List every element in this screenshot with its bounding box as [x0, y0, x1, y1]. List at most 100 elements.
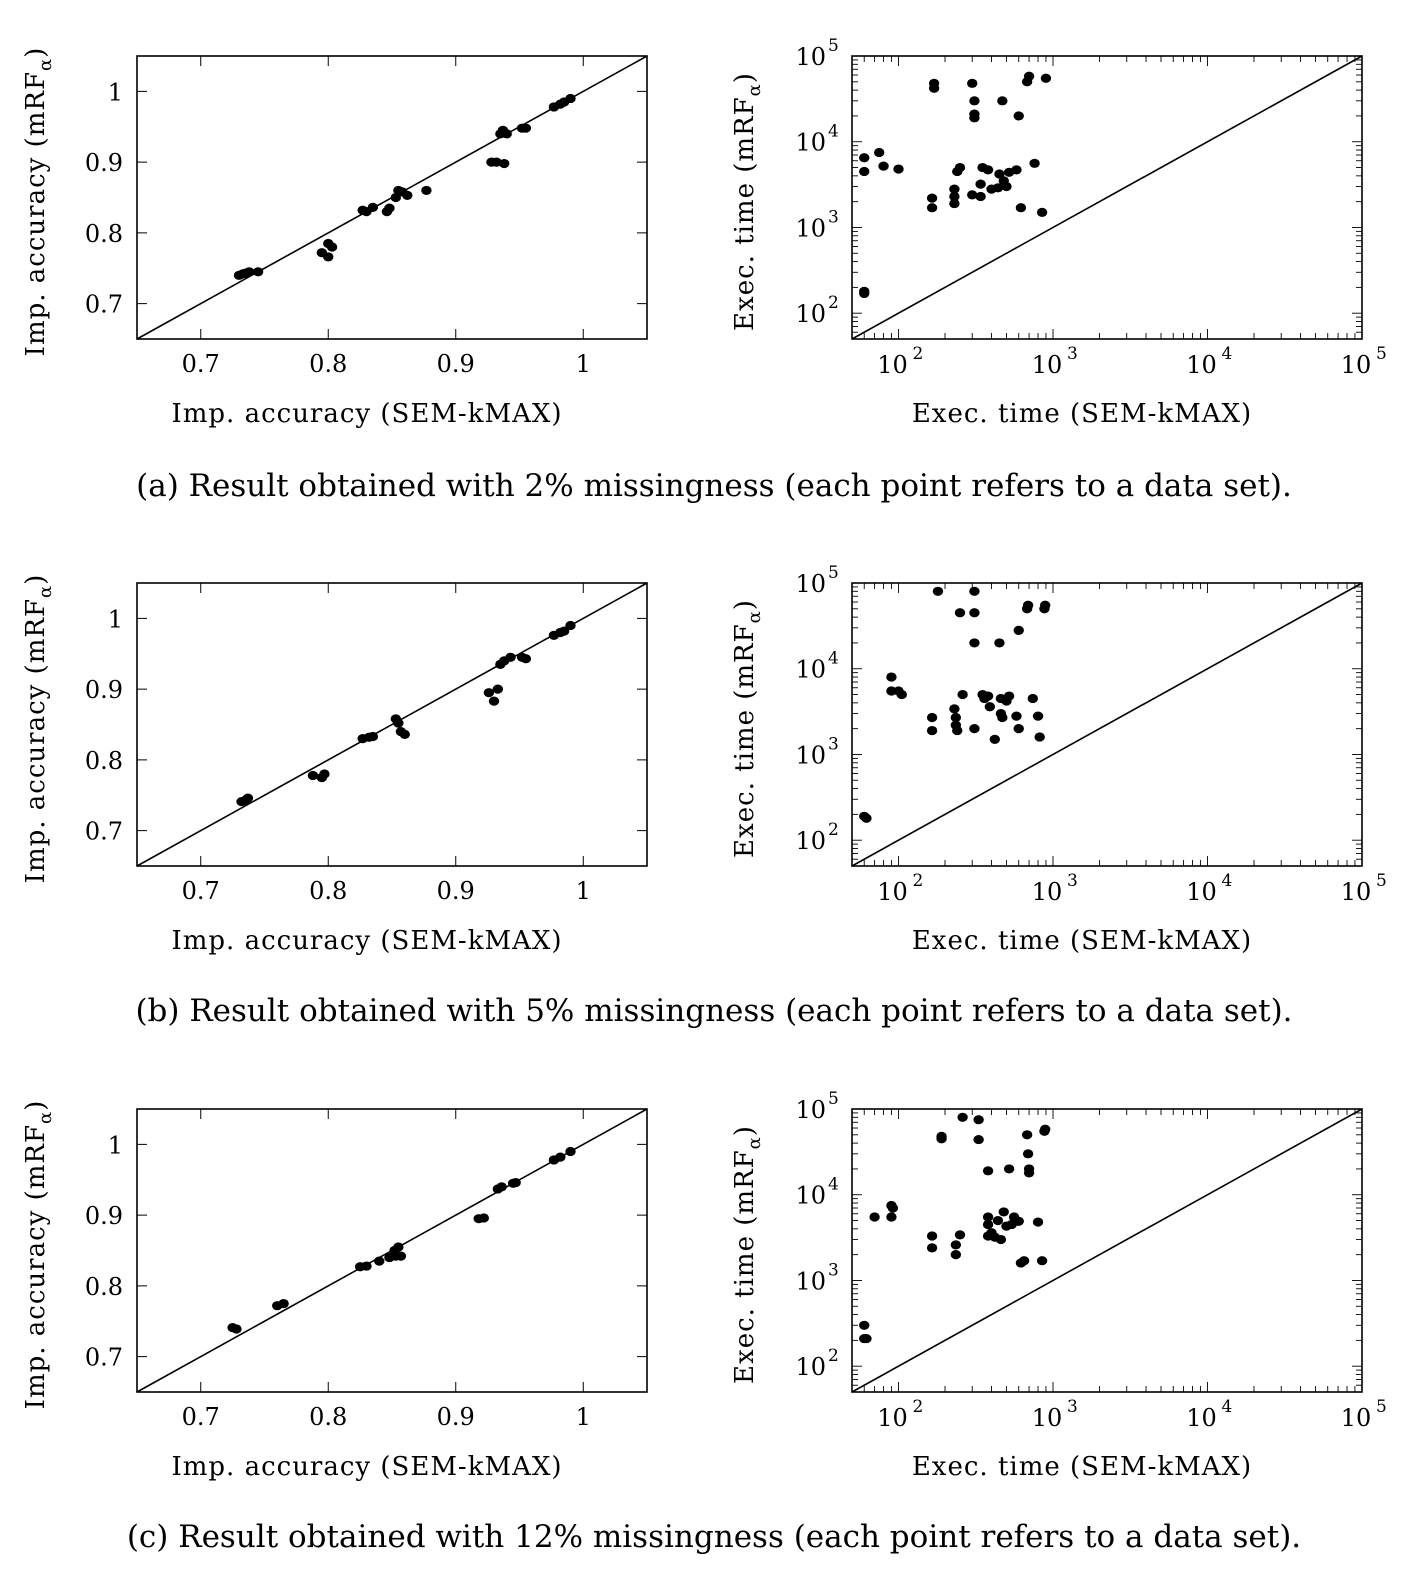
y-axis-title-main: Imp. accuracy (mRF: [21, 1124, 51, 1409]
data-point: [1032, 711, 1044, 721]
data-point: [1018, 1256, 1030, 1266]
y-tick-label: 1: [108, 1131, 123, 1159]
x-axis-title: Exec. time (SEM-kMAX): [912, 399, 1252, 429]
data-point: [1023, 71, 1035, 81]
y-tick-label: 10: [795, 129, 826, 157]
x-tick-label: 10: [1186, 878, 1217, 906]
x-tick-label: 10: [1032, 351, 1063, 379]
data-point: [1001, 181, 1012, 192]
data-point: [994, 169, 1005, 179]
data-point: [998, 1207, 1009, 1217]
data-point: [926, 1231, 938, 1241]
plot-frame: [136, 55, 648, 340]
y-tick-label: 10: [795, 741, 826, 769]
y-tick-exponent: 4: [828, 649, 839, 669]
data-point: [1021, 1130, 1033, 1140]
x-tick-label: 1: [576, 877, 591, 905]
x-tick-label: 0.9: [437, 350, 475, 378]
data-point: [1036, 1256, 1048, 1266]
data-point: [973, 1115, 984, 1125]
y-tick-label: 1: [108, 605, 123, 633]
data-point: [319, 769, 330, 779]
y-tick-exponent: 3: [828, 207, 839, 227]
y-axis-title-main: Exec. time (mRF: [730, 623, 760, 858]
x-tick-label: 0.7: [182, 877, 220, 905]
x-tick-label: 10: [1341, 351, 1372, 379]
plot-frame: [851, 582, 1363, 867]
data-point: [957, 1112, 968, 1122]
x-axis-title: Imp. accuracy (SEM-kMAX): [171, 1452, 562, 1482]
data-point: [558, 626, 570, 636]
x-tick-exponent: 5: [1376, 871, 1387, 891]
data-point: [949, 191, 960, 202]
accuracy-chart-a: 0.7 0.7 0.8 0.8 0.9 0.9 1 1 Imp. accuracy (SEM-k…: [21, 47, 648, 429]
x-tick-exponent: 3: [1067, 871, 1078, 891]
y-axis-title-close: ): [730, 72, 760, 83]
data-point: [1013, 724, 1024, 734]
x-tick-exponent: 4: [1222, 1397, 1233, 1417]
data-point: [954, 608, 966, 618]
data-point: [957, 689, 968, 700]
data-point: [488, 696, 500, 706]
data-point: [565, 1146, 576, 1157]
data-point: [926, 712, 938, 723]
data-point: [393, 1242, 404, 1252]
data-point: [859, 153, 870, 163]
y-axis-title-main: Exec. time (mRF: [730, 1149, 760, 1384]
data-point: [1039, 1124, 1051, 1134]
data-point: [374, 1256, 385, 1266]
data-point: [1022, 1149, 1034, 1159]
y-tick-exponent: 5: [828, 36, 839, 56]
plot-frame: [136, 1108, 648, 1393]
data-point: [926, 725, 938, 736]
caption-a: (a) Result obtained with 2% missingness …: [136, 468, 1292, 504]
panel-b: 0.7 0.7 0.8 0.8 0.9 0.9 1 1 Imp. accuracy (SEM-k…: [0, 527, 1428, 1047]
y-tick-exponent: 3: [828, 734, 839, 754]
data-point: [361, 1261, 372, 1271]
y-axis-title-close: ): [21, 574, 51, 585]
data-point: [565, 93, 576, 104]
diagonal-line: [851, 1108, 1363, 1393]
y-axis-title-main: Exec. time (mRF: [730, 96, 760, 331]
data-point: [505, 652, 516, 662]
accuracy-chart-c: 0.7 0.7 0.8 0.8 0.9 0.9 1 1 Imp. accuracy (SEM-k…: [21, 1100, 648, 1482]
data-point: [997, 712, 1008, 723]
data-point: [969, 586, 980, 596]
plot-frame: [136, 582, 648, 867]
data-point: [278, 1298, 289, 1309]
x-tick-label: 0.7: [182, 1403, 220, 1431]
x-axis-title: Imp. accuracy (SEM-kMAX): [171, 926, 562, 956]
y-axis-title: Exec. time (mRFα): [730, 1125, 765, 1384]
data-point: [307, 770, 319, 781]
data-point: [869, 1212, 880, 1222]
y-axis-title-close: ): [730, 1125, 760, 1136]
x-axis-title: Exec. time (SEM-kMAX): [912, 1452, 1252, 1482]
y-axis-title-subscript: α: [744, 1136, 765, 1149]
y-axis-title: Exec. time (mRFα): [730, 72, 765, 331]
x-tick-exponent: 4: [1222, 871, 1233, 891]
data-point: [886, 1212, 897, 1222]
x-tick-label: 0.8: [309, 877, 347, 905]
data-point: [367, 202, 379, 213]
y-axis-title-close: ): [21, 47, 51, 58]
data-point: [1003, 691, 1015, 701]
x-tick-exponent: 3: [1067, 344, 1078, 364]
x-tick-label: 0.8: [309, 1403, 347, 1431]
data-point: [997, 96, 1008, 106]
data-point: [982, 1166, 994, 1176]
data-point: [478, 1213, 489, 1223]
y-axis-title-subscript: α: [35, 1111, 56, 1124]
x-tick-exponent: 2: [913, 871, 924, 891]
y-tick-label: 10: [795, 827, 826, 855]
x-tick-label: 10: [877, 351, 908, 379]
data-point: [393, 718, 404, 728]
x-tick-label: 0.8: [309, 350, 347, 378]
data-point: [950, 712, 962, 723]
data-point: [887, 1203, 899, 1213]
x-tick-label: 10: [1186, 1404, 1217, 1432]
data-point: [936, 1131, 947, 1141]
data-point: [1022, 600, 1034, 610]
y-tick-label: 10: [795, 1353, 826, 1381]
